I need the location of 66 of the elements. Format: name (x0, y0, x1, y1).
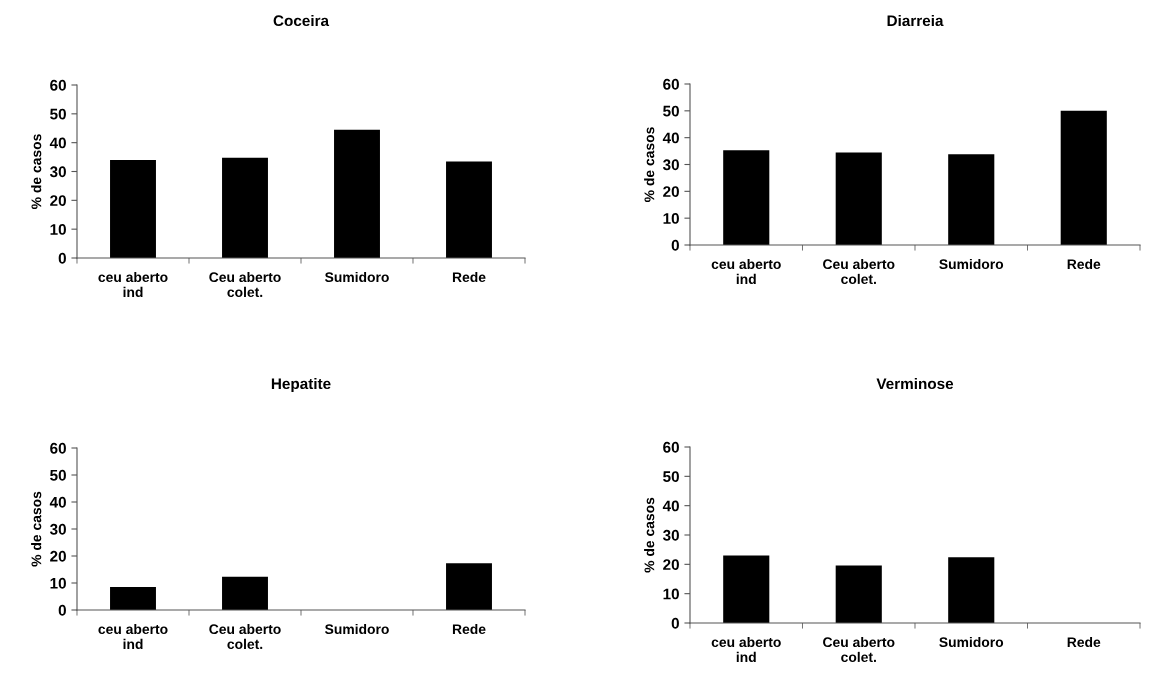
y-tick-label: 40 (662, 500, 679, 512)
bar (446, 161, 492, 258)
bar (334, 129, 380, 258)
y-tick-label: 10 (663, 213, 679, 224)
y-tick-label: 50 (663, 105, 679, 117)
y-axis-title: % de casos (644, 497, 655, 573)
y-tick-label: 30 (662, 159, 679, 171)
x-tick-label: ceu aberto ind (98, 623, 168, 650)
x-tick-label: Ceu aberto colet. (209, 623, 281, 650)
x-tick-label: Rede (452, 623, 486, 635)
y-tick-label: 20 (663, 559, 679, 571)
bar (723, 555, 770, 623)
x-tick-label: Rede (1067, 258, 1101, 270)
y-tick-label: 10 (663, 588, 679, 600)
y-tick-label: 60 (663, 78, 679, 90)
x-tick-label: Rede (1067, 636, 1101, 648)
y-axis-title: % de casos (31, 491, 42, 567)
bar (948, 557, 995, 623)
y-tick-label: 40 (662, 132, 679, 144)
x-tick-label: Sumidoro (939, 636, 1004, 648)
x-tick-label: ceu aberto ind (711, 636, 781, 663)
x-tick-label: Ceu aberto colet. (823, 258, 895, 285)
y-tick-label: 60 (50, 79, 66, 91)
y-tick-label: 40 (49, 496, 66, 508)
x-tick-label: ceu aberto ind (711, 258, 781, 285)
chart-title: Coceira (273, 14, 330, 27)
y-tick-label: 0 (58, 604, 66, 616)
bar (222, 157, 268, 258)
y-tick-label: 50 (50, 108, 66, 120)
bar (948, 154, 995, 245)
x-tick-label: Ceu aberto colet. (823, 636, 895, 663)
x-tick-label: Rede (452, 271, 486, 283)
y-axis-title: % de casos (31, 134, 42, 209)
y-tick-label: 40 (49, 137, 66, 149)
bar (222, 576, 268, 610)
y-tick-label: 60 (663, 441, 679, 453)
y-tick-label: 10 (50, 224, 66, 235)
bar (835, 152, 882, 245)
x-tick-label: Sumidoro (939, 258, 1004, 270)
y-tick-label: 30 (662, 529, 679, 541)
y-tick-label: 20 (50, 195, 66, 207)
chart-title: Verminose (876, 377, 954, 390)
y-tick-label: 0 (58, 252, 66, 264)
y-tick-label: 30 (49, 523, 66, 535)
y-tick-label: 30 (49, 166, 66, 178)
x-tick-label: Ceu aberto colet. (209, 271, 281, 298)
chart-title: Hepatite (271, 377, 331, 393)
x-tick-label: ceu aberto ind (98, 271, 168, 298)
chart-title: Diarreia (887, 14, 944, 27)
bar (110, 587, 156, 610)
y-tick-label: 20 (663, 186, 679, 198)
y-tick-label: 0 (671, 239, 679, 251)
bar (835, 565, 882, 623)
x-tick-label: Sumidoro (324, 623, 389, 635)
bar (110, 159, 156, 258)
y-tick-label: 50 (50, 469, 66, 481)
y-tick-label: 50 (663, 471, 679, 483)
y-axis-title: % de casos (644, 127, 655, 202)
bar (446, 563, 492, 610)
y-tick-label: 0 (671, 617, 679, 629)
x-tick-label: Sumidoro (324, 271, 389, 283)
bar (723, 150, 770, 245)
y-tick-label: 10 (50, 577, 66, 589)
bar (1060, 110, 1107, 245)
y-tick-label: 20 (50, 550, 66, 562)
y-tick-label: 60 (50, 442, 66, 454)
